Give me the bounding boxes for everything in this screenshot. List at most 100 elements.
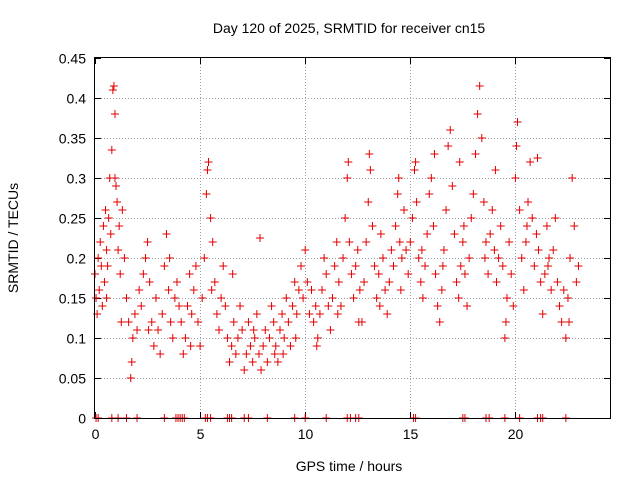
data-point [149, 342, 158, 350]
data-point [104, 214, 113, 222]
data-point [545, 254, 554, 262]
y-tick-label: 0.05 [59, 371, 86, 387]
data-point [164, 286, 173, 294]
data-point [100, 278, 109, 286]
data-point [396, 286, 405, 294]
data-point [542, 222, 551, 230]
data-point [254, 350, 263, 358]
data-point [107, 146, 116, 154]
data-point [309, 318, 318, 326]
data-point [307, 286, 316, 294]
data-point [275, 326, 284, 334]
data-point [139, 270, 148, 278]
data-point [185, 270, 194, 278]
data-point [383, 310, 392, 318]
axis-ticks: 0 0.05 0.1 0.15 0.2 0.25 0.3 0.35 0.4 0.45 0 5 10 15 2… [59, 51, 610, 442]
data-point [194, 318, 202, 326]
data-point [479, 198, 488, 206]
data-point [475, 82, 484, 90]
data-point [410, 166, 419, 174]
data-point [324, 302, 333, 310]
data-point [273, 358, 282, 366]
data-point [200, 254, 209, 262]
data-point [376, 230, 385, 238]
x-axis-label: GPS time / hours [296, 458, 403, 474]
data-point [417, 246, 426, 254]
data-point [219, 262, 228, 270]
data-point [486, 230, 495, 238]
x-tick-label: 10 [298, 426, 314, 442]
data-point [465, 254, 474, 262]
data-point [565, 318, 574, 326]
data-point [505, 238, 514, 246]
data-point [351, 262, 360, 270]
data-point [574, 262, 583, 270]
data-point [269, 318, 278, 326]
data-point [549, 246, 558, 254]
data-point [477, 134, 486, 142]
data-point [391, 222, 400, 230]
data-point [488, 206, 497, 214]
data-point [341, 214, 350, 222]
data-point [172, 278, 181, 286]
data-point [540, 270, 549, 278]
data-point [528, 214, 537, 222]
data-point [491, 166, 500, 174]
y-tick-label: 0 [78, 411, 86, 427]
data-point [98, 302, 107, 310]
data-point [282, 294, 291, 302]
data-point [437, 286, 446, 294]
data-point [256, 234, 265, 242]
data-point [559, 286, 568, 294]
data-point [156, 350, 165, 358]
data-point [103, 262, 112, 270]
data-point [393, 190, 402, 198]
data-point [109, 82, 118, 90]
data-point [120, 254, 129, 262]
data-point [418, 294, 427, 302]
data-point [122, 294, 131, 302]
data-point [177, 318, 186, 326]
data-point [521, 238, 530, 246]
data-point [206, 214, 215, 222]
data-point [196, 342, 205, 350]
data-point [270, 350, 279, 358]
data-point [183, 302, 192, 310]
data-point [438, 262, 447, 270]
data-point [246, 342, 255, 350]
data-point [208, 238, 217, 246]
data-point [288, 302, 297, 310]
data-point [448, 182, 457, 190]
data-point [263, 358, 272, 366]
data-point [106, 230, 115, 238]
data-point [186, 342, 195, 350]
grid [95, 58, 610, 418]
data-point [116, 270, 125, 278]
data-point [345, 238, 354, 246]
data-point [179, 350, 188, 358]
data-point [547, 286, 556, 294]
data-point [416, 278, 425, 286]
data-point [181, 334, 190, 342]
data-point [433, 302, 442, 310]
data-point [165, 254, 174, 262]
data-point [210, 278, 219, 286]
data-point [228, 270, 237, 278]
y-tick-label: 0.1 [67, 331, 87, 347]
y-tick-label: 0.15 [59, 291, 86, 307]
data-point [143, 238, 152, 246]
data-point [334, 278, 343, 286]
data-point [320, 254, 329, 262]
data-point [229, 318, 238, 326]
data-point [557, 318, 566, 326]
data-point [128, 334, 137, 342]
data-point [154, 326, 163, 334]
data-point [566, 254, 575, 262]
data-point [538, 310, 547, 318]
data-point [406, 238, 415, 246]
data-point [203, 166, 212, 174]
data-point [517, 254, 526, 262]
data-point [221, 302, 230, 310]
data-point [135, 286, 144, 294]
data-point [362, 238, 371, 246]
